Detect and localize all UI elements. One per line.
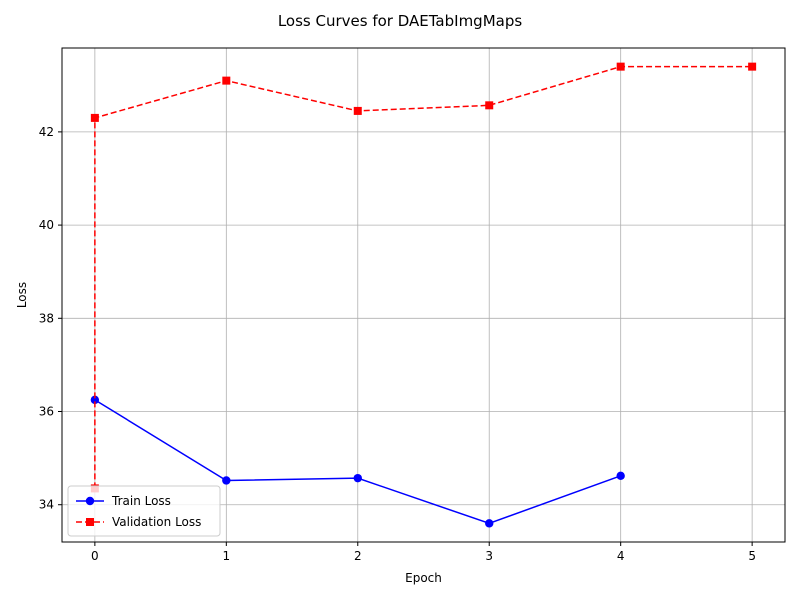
x-tick-label: 1: [222, 549, 230, 563]
x-tick-label: 4: [617, 549, 625, 563]
legend-marker: [86, 518, 94, 526]
x-tick-label: 5: [748, 549, 756, 563]
x-axis-label: Epoch: [405, 571, 442, 585]
series-2-point: [353, 106, 362, 115]
series-1-point: [485, 519, 494, 528]
y-tick-label: 42: [39, 125, 54, 139]
chart-title: Loss Curves for DAETabImgMaps: [278, 12, 523, 30]
legend-marker: [85, 496, 95, 506]
series-2-point: [616, 62, 625, 71]
legend-label: Validation Loss: [112, 515, 201, 529]
legend-label: Train Loss: [111, 494, 171, 508]
series-2-point: [222, 76, 231, 85]
series-1-point: [353, 473, 362, 483]
plot-frame: [61, 47, 786, 543]
series-2-point: [748, 62, 757, 71]
x-tick-label: 3: [485, 549, 493, 563]
series-1-point: [90, 395, 100, 405]
series-1-point: [222, 476, 231, 485]
y-tick-label: 34: [39, 498, 54, 512]
legend: Train Loss Validation Loss: [67, 485, 221, 537]
y-tick-label: 38: [39, 311, 54, 325]
y-tick-label: 40: [39, 218, 54, 232]
y-tick-label: 36: [39, 405, 54, 419]
series-1-point: [616, 471, 625, 481]
y-axis-label: Loss: [15, 282, 29, 308]
grid: [62, 48, 785, 542]
legend-box: [67, 485, 221, 537]
series-2-point: [90, 113, 99, 122]
x-tick-label: 0: [91, 549, 99, 563]
series-2-point: [485, 101, 494, 110]
x-tick-label: 2: [354, 549, 362, 563]
